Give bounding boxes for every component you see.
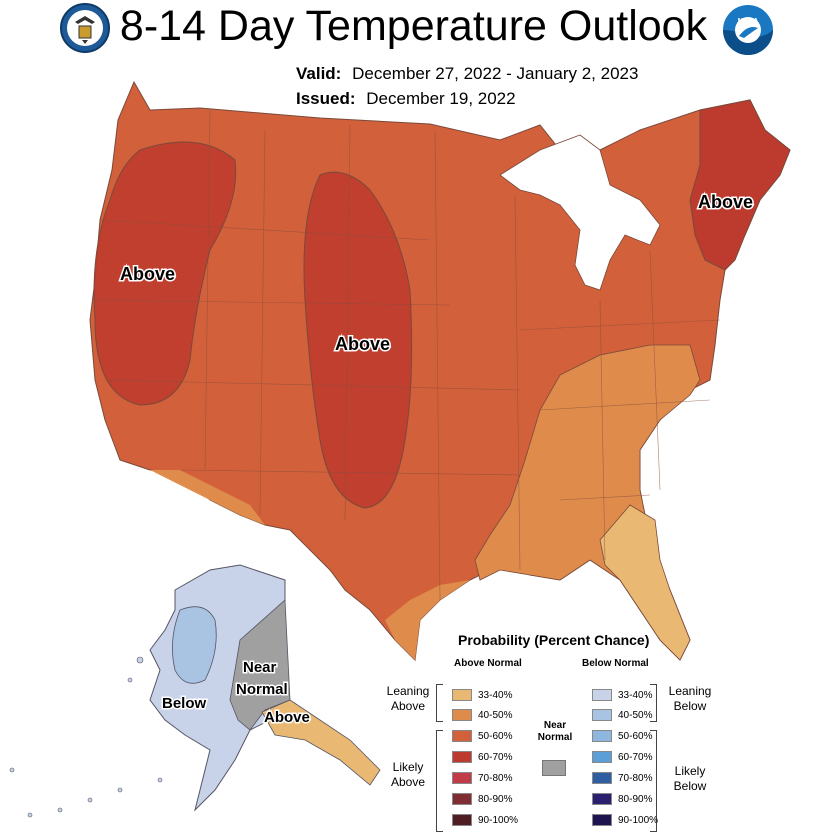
legend-leaning-above-label: Leaning Above bbox=[386, 684, 430, 713]
alaska-below-40-50 bbox=[172, 606, 217, 684]
legend-row-below-5: 80-90% bbox=[592, 792, 652, 806]
legend-brace-leaning-above bbox=[436, 684, 443, 722]
legend-row-below-4: 70-80% bbox=[592, 771, 652, 785]
west-60-70 bbox=[93, 141, 237, 406]
issued-date: Issued: December 19, 2022 bbox=[296, 89, 516, 109]
legend-row-above-6: 90-100% bbox=[452, 813, 518, 827]
legend-range-above-5: 80-90% bbox=[478, 793, 513, 805]
aleutian-islands bbox=[9, 656, 163, 818]
legend-row-above-1: 40-50% bbox=[452, 708, 512, 722]
legend-row-above-0: 33-40% bbox=[452, 688, 512, 702]
legend-row-above-3: 60-70% bbox=[452, 750, 512, 764]
legend-range-below-3: 60-70% bbox=[618, 751, 653, 763]
valid-label: Valid: bbox=[296, 64, 342, 83]
legend-range-below-0: 33-40% bbox=[618, 689, 653, 701]
legend-swatch-above-3 bbox=[452, 751, 472, 763]
legend-range-below-1: 40-50% bbox=[618, 709, 653, 721]
legend-range-above-4: 70-80% bbox=[478, 772, 513, 784]
legend-brace-leaning-below bbox=[650, 684, 657, 722]
label-northeast-above: Above bbox=[698, 192, 753, 212]
state-borders bbox=[94, 109, 721, 601]
legend-likely-below-label: Likely Below bbox=[673, 764, 707, 793]
great-lakes bbox=[499, 134, 661, 291]
legend-swatch-below-4 bbox=[592, 772, 612, 784]
legend-swatch-near-normal bbox=[542, 760, 566, 776]
legend-row-below-2: 50-60% bbox=[592, 729, 652, 743]
alaska-above-33-40 bbox=[261, 699, 381, 786]
legend-swatch-above-6 bbox=[452, 814, 472, 826]
legend-row-below-1: 40-50% bbox=[592, 708, 652, 722]
alaska-near-normal bbox=[229, 599, 291, 731]
texas-coast-40-50 bbox=[385, 580, 470, 660]
issued-label: Issued: bbox=[296, 89, 356, 108]
legend-row-below-0: 33-40% bbox=[592, 688, 652, 702]
noaa-logo-icon: NOAA bbox=[723, 5, 773, 55]
legend-swatch-below-1 bbox=[592, 709, 612, 721]
legend-swatch-below-5 bbox=[592, 793, 612, 805]
legend-swatch-below-6 bbox=[592, 814, 612, 826]
commerce-seal-icon bbox=[60, 3, 110, 53]
legend-range-above-6: 90-100% bbox=[478, 814, 519, 826]
legend-leaning-below-label: Leaning Below bbox=[668, 684, 712, 713]
legend-range-above-0: 33-40% bbox=[478, 689, 513, 701]
legend-row-below-6: 90-100% bbox=[592, 813, 658, 827]
legend-brace-likely-below bbox=[650, 730, 657, 832]
label-central-above: Above bbox=[335, 334, 390, 354]
northeast-60-70 bbox=[689, 99, 791, 271]
southwest-40-50 bbox=[150, 470, 265, 525]
legend-below-header: Below Normal bbox=[582, 658, 649, 669]
legend-range-below-2: 50-60% bbox=[618, 730, 653, 742]
legend-range-below-6: 90-100% bbox=[618, 814, 659, 826]
legend-swatch-above-1 bbox=[452, 709, 472, 721]
legend-row-above-5: 80-90% bbox=[452, 792, 512, 806]
legend-above-header: Above Normal bbox=[454, 658, 522, 669]
legend-row-above-2: 50-60% bbox=[452, 729, 512, 743]
legend-swatch-below-3 bbox=[592, 751, 612, 763]
legend: Probability (Percent Chance) Above Norma… bbox=[372, 628, 722, 834]
central-60-70 bbox=[303, 171, 413, 509]
legend-range-below-5: 80-90% bbox=[618, 793, 653, 805]
noaa-logo-text: NOAA bbox=[738, 18, 759, 25]
legend-swatch-below-0 bbox=[592, 689, 612, 701]
label-alaska-below: Below bbox=[162, 695, 207, 712]
label-alaska-near: Near bbox=[243, 659, 277, 676]
legend-range-above-3: 60-70% bbox=[478, 751, 513, 763]
legend-swatch-above-2 bbox=[452, 730, 472, 742]
legend-range-above-2: 50-60% bbox=[478, 730, 513, 742]
legend-near-normal-label: Near Normal bbox=[537, 720, 573, 743]
legend-brace-likely-above bbox=[436, 730, 443, 832]
legend-swatch-above-0 bbox=[452, 689, 472, 701]
label-alaska-normal: Normal bbox=[236, 681, 288, 698]
label-alaska-above: Above bbox=[264, 709, 310, 726]
legend-range-below-4: 70-80% bbox=[618, 772, 653, 784]
valid-dates: Valid: December 27, 2022 - January 2, 20… bbox=[296, 64, 638, 84]
legend-swatch-below-2 bbox=[592, 730, 612, 742]
legend-row-above-4: 70-80% bbox=[452, 771, 512, 785]
page-title: 8-14 Day Temperature Outlook bbox=[119, 2, 708, 50]
legend-swatch-above-5 bbox=[452, 793, 472, 805]
label-west-above: Above bbox=[120, 264, 175, 284]
issued-value: December 19, 2022 bbox=[366, 89, 516, 108]
florida-33-40 bbox=[599, 504, 691, 661]
legend-likely-above-label: Likely Above bbox=[390, 760, 426, 789]
legend-title: Probability (Percent Chance) bbox=[458, 632, 650, 648]
legend-row-below-3: 60-70% bbox=[592, 750, 652, 764]
valid-value: December 27, 2022 - January 2, 2023 bbox=[352, 64, 639, 83]
legend-range-above-1: 40-50% bbox=[478, 709, 513, 721]
legend-swatch-above-4 bbox=[452, 772, 472, 784]
